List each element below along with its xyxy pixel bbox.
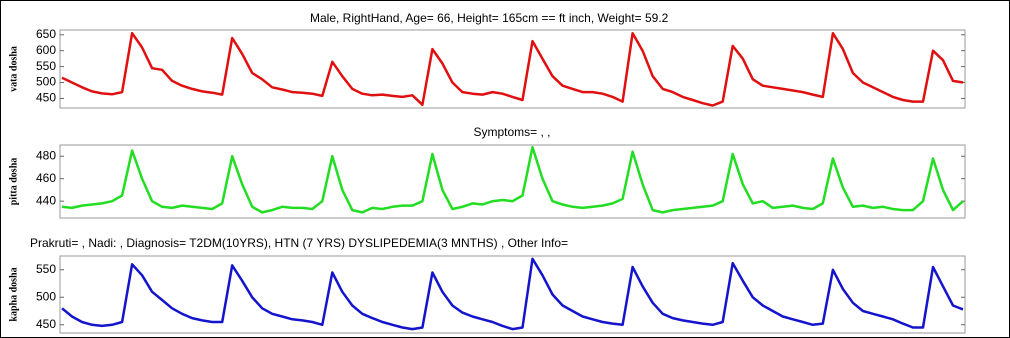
y-tick-label: 450 — [36, 91, 56, 105]
y-tick-label: 450 — [36, 317, 56, 331]
plot-area — [59, 255, 966, 334]
y-tick-label: 500 — [36, 289, 56, 303]
y-tick-label: 550 — [36, 262, 56, 276]
line — [61, 31, 964, 107]
line — [61, 145, 964, 214]
y-tick-label: 550 — [36, 59, 56, 73]
y-tick-label: 500 — [36, 75, 56, 89]
line — [61, 257, 964, 331]
y-axis-label: vata dosha — [8, 46, 19, 92]
panel-header: Male, RightHand, Age= 66, Height= 165cm … — [310, 11, 669, 25]
plot-area — [59, 144, 966, 219]
panel-header: Symptoms= , , — [473, 125, 550, 139]
y-tick-label: 460 — [36, 171, 56, 185]
y-axis-label: pitta dosha — [8, 158, 19, 206]
y-tick-label: 480 — [36, 148, 56, 162]
y-tick-label: 600 — [36, 43, 56, 57]
y-axis-label: kapha dosha — [8, 267, 19, 321]
panel-header: Prakruti= , Nadi: , Diagnosis= T2DM(10YR… — [30, 236, 568, 250]
y-tick-label: 650 — [36, 27, 56, 41]
y-tick-label: 440 — [36, 193, 56, 207]
